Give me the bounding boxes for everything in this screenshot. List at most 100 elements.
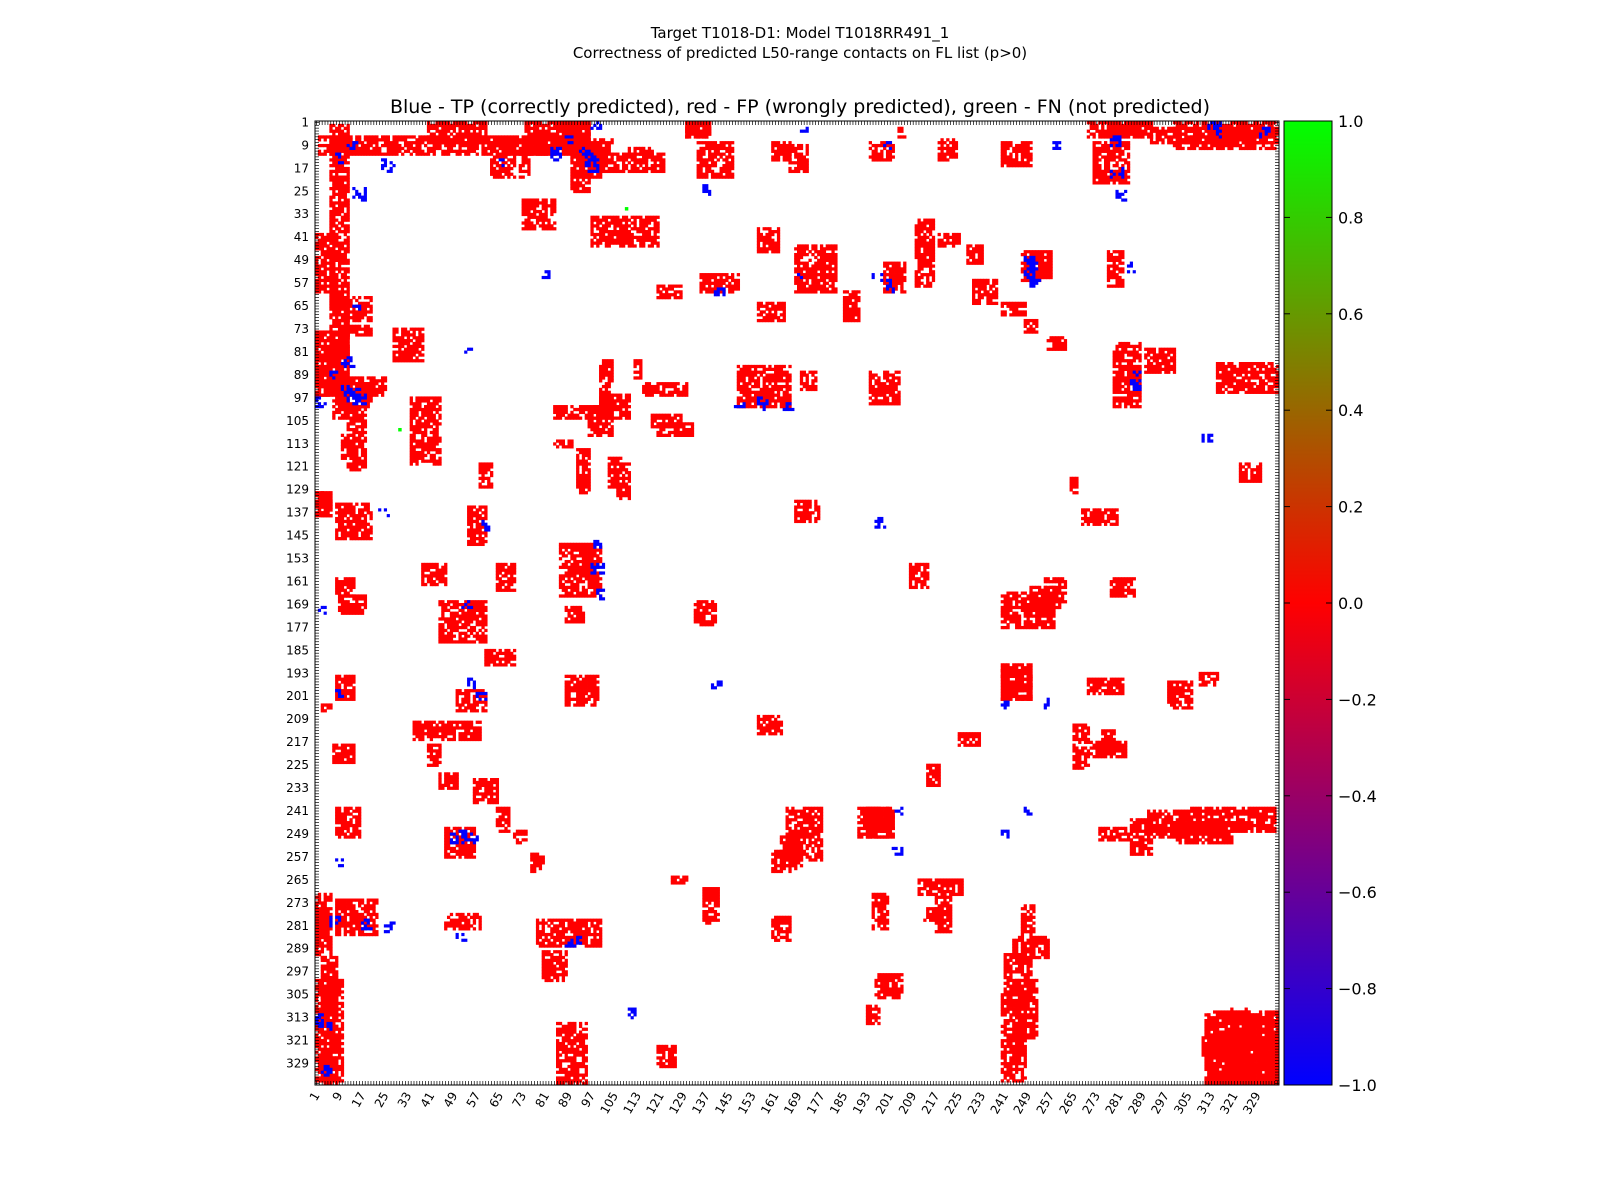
fp-cell: [352, 815, 356, 819]
fp-cell: [343, 511, 347, 515]
fp-cell: [1158, 132, 1162, 136]
fp-cell: [340, 1047, 345, 1051]
fp-cell: [1112, 155, 1116, 159]
fp-cell: [346, 175, 350, 179]
fp-cell: [1169, 126, 1174, 131]
fp-cell: [940, 155, 944, 159]
fp-cell: [335, 912, 339, 917]
fp-cell: [346, 608, 350, 613]
fp-cell: [320, 250, 325, 254]
fp-cell: [731, 146, 735, 151]
fp-cell: [346, 898, 350, 902]
fp-cell: [481, 138, 485, 142]
fp-cell: [337, 924, 342, 928]
fp-cell: [599, 166, 603, 171]
fp-cell: [578, 141, 583, 145]
fp-cell: [527, 224, 531, 228]
fp-cell: [1121, 141, 1125, 145]
fp-cell: [429, 123, 434, 128]
fp-cell: [332, 250, 336, 254]
fp-cell: [1210, 135, 1214, 139]
fp-cell: [527, 201, 531, 205]
fp-cell: [1218, 141, 1223, 145]
fp-cell: [578, 166, 583, 171]
fp-cell: [1167, 141, 1171, 145]
fp-cell: [484, 135, 488, 139]
fp-cell: [1020, 152, 1025, 156]
fp-cell: [329, 970, 333, 974]
fp-cell: [346, 376, 350, 380]
fp-cell: [1261, 129, 1266, 133]
fp-cell: [332, 258, 336, 262]
fp-cell: [593, 149, 597, 153]
fp-cell: [573, 175, 577, 179]
fp-cell: [355, 468, 359, 472]
fp-cell: [475, 126, 479, 131]
fp-cell: [530, 135, 534, 139]
fp-cell: [696, 155, 700, 159]
fp-cell: [335, 1076, 339, 1080]
fp-cell: [507, 172, 511, 176]
fp-cell: [395, 356, 399, 360]
fp-cell: [630, 166, 634, 171]
fp-cell: [467, 152, 471, 156]
fp-cell: [633, 169, 637, 174]
fp-cell: [702, 152, 706, 156]
fp-cell: [358, 430, 362, 435]
fp-cell: [1270, 146, 1274, 151]
fp-cell: [360, 537, 365, 541]
fp-cell: [395, 330, 399, 334]
fp-cell: [346, 611, 350, 615]
fp-cell: [383, 387, 388, 392]
fp-cell: [464, 143, 468, 148]
fp-cell: [352, 594, 356, 598]
fp-cell: [1103, 175, 1108, 179]
fp-cell: [352, 680, 356, 684]
fp-cell: [495, 161, 500, 165]
fp-cell: [725, 169, 729, 174]
fp-cell: [1238, 138, 1243, 142]
fp-cell: [541, 207, 545, 211]
fp-cell: [317, 376, 322, 380]
fp-cell: [573, 149, 577, 153]
fp-cell: [501, 138, 505, 142]
fp-cell: [323, 1044, 327, 1049]
fp-cell: [326, 387, 330, 392]
fp-cell: [335, 577, 339, 581]
fp-cell: [352, 419, 356, 423]
fp-cell: [320, 373, 325, 377]
fp-cell: [349, 608, 353, 613]
fp-cell: [337, 502, 342, 506]
fp-cell: [708, 152, 712, 156]
fp-cell: [587, 172, 591, 176]
fp-cell: [332, 184, 336, 188]
fp-cell: [728, 141, 732, 145]
fp-cell: [610, 161, 614, 165]
fp-cell: [349, 519, 353, 524]
fp-cell: [369, 390, 373, 394]
fp-cell: [467, 126, 471, 131]
fp-cell: [360, 413, 365, 417]
fp-cell: [320, 1050, 325, 1054]
fp-cell: [369, 396, 373, 400]
fp-cell: [363, 439, 368, 443]
fp-cell: [335, 1062, 339, 1066]
fp-cell: [1210, 132, 1214, 136]
fp-cell: [323, 1039, 327, 1043]
fp-cell: [1230, 138, 1234, 142]
fp-cell: [323, 901, 327, 905]
fp-cell: [527, 207, 531, 211]
fp-cell: [596, 146, 600, 151]
fp-cell: [340, 382, 345, 386]
fp-cell: [570, 166, 574, 171]
fp-cell: [702, 158, 706, 162]
fp-cell: [329, 387, 333, 392]
fp-cell: [799, 155, 804, 159]
fp-cell: [507, 138, 511, 142]
fp-cell: [776, 158, 781, 162]
fp-cell: [797, 143, 801, 148]
fp-cell: [553, 143, 557, 148]
fp-cell: [349, 605, 353, 610]
fp-cell: [599, 138, 603, 142]
fp-cell: [317, 1053, 322, 1057]
